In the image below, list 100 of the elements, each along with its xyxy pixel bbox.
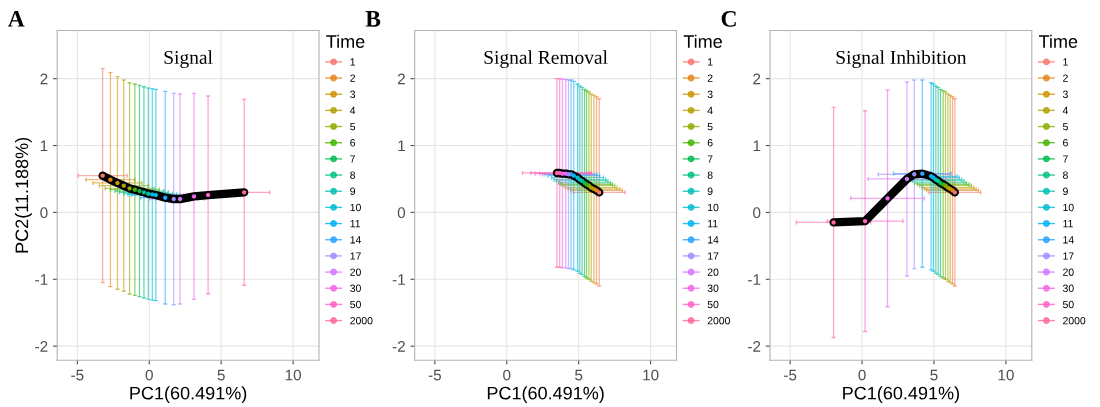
text: Signal Inhibition [836,50,967,68]
legend-label: 2 [350,74,356,82]
legend-label: 17 [1063,252,1074,260]
legend-title: Time [1038,34,1078,48]
legend-label: 20 [350,268,361,276]
x-axis-title: PC1(60.491%) [843,386,959,404]
point [885,196,890,201]
x-tick-label: -5 [71,369,84,381]
y-tick-label: 1 [753,140,761,152]
x-tick-label: 0 [858,369,866,381]
point [115,180,120,186]
legend-label: 10 [1063,203,1074,212]
y-tick-label: -2 [392,341,405,352]
x-tick-label: 10 [998,369,1014,381]
point [177,196,183,202]
x-tick-label: 10 [285,369,302,381]
y-tick-label: -1 [35,274,48,285]
legend-label: 2 [1063,74,1068,82]
legend-label: 3 [350,90,356,98]
legend-label: 5 [1062,123,1068,131]
y-tick-label: -1 [392,274,405,285]
legend-label: 50 [707,300,719,309]
y-tick-label: 2 [40,73,48,85]
legend-label: 3 [707,90,713,98]
y-tick-label: 2 [753,73,761,85]
point [153,192,159,198]
text: Signal Removal [484,50,608,68]
y-tick-label: -2 [748,341,761,352]
y-tick-label: 1 [40,140,48,152]
x-tick-label: 5 [217,369,225,381]
y-tick-label: 1 [398,140,405,152]
legend-label: 2 [707,74,713,82]
legend-label: 8 [1063,171,1068,179]
legend-label: 7 [1063,155,1068,163]
legend-label: 10 [350,203,361,212]
point [831,220,836,225]
point [205,192,211,198]
legend-label: 4 [1062,106,1069,115]
point [132,187,138,192]
legend-label: 30 [350,284,361,292]
legend-label: 14 [708,236,719,244]
legend-label: 14 [1063,236,1074,244]
point [137,188,142,194]
point [100,173,105,178]
legend-label: 30 [707,284,719,292]
y-axis-title: PC2(11.188%) [14,137,32,253]
legend-label: 8 [350,171,356,179]
x-tick-label: 5 [575,369,583,381]
legend-label: 6 [350,139,356,147]
x-tick-label: 5 [930,369,938,381]
legend-label: 11 [1063,220,1073,228]
x-tick-label: -5 [784,369,797,381]
x-axis-title: PC1(60.491%) [130,386,247,404]
text: A [7,10,25,27]
legend-label: 6 [1063,139,1068,147]
legend-label: 10 [708,203,719,212]
point [912,172,917,177]
legend-label: 20 [707,268,719,276]
legend-label: 9 [1063,187,1068,195]
point [163,195,168,200]
x-tick-label: 10 [643,369,659,381]
point [146,191,151,196]
text: C [721,10,736,27]
text: Signal [164,50,213,68]
legend-label: 2000 [350,316,373,325]
point [127,186,132,191]
legend-label: 9 [707,187,713,195]
legend-label: 11 [708,220,718,228]
text: B [365,11,381,27]
legend-label: 20 [1063,268,1074,276]
legend-label: 30 [1062,284,1074,292]
y-tick-label: 0 [40,207,48,219]
legend-label: 5 [707,123,713,131]
x-tick-label: 0 [145,369,153,381]
y-tick-label: 2 [397,73,405,85]
legend-label: 7 [350,155,356,163]
legend-label: 5 [350,123,356,131]
y-tick-label: 0 [753,207,761,219]
legend-label: 4 [707,106,713,115]
point [141,190,147,195]
legend-label: 6 [707,139,713,147]
legend-label: 1 [350,58,356,66]
y-tick-label: 0 [397,207,406,219]
legend-label: 50 [1062,300,1074,309]
y-tick-label: -1 [748,274,761,285]
x-tick-label: -5 [428,369,441,381]
legend-label: 8 [707,171,713,179]
point [121,183,126,188]
legend-label: 50 [350,300,361,309]
legend-label: 2000 [1063,316,1086,325]
legend-label: 1 [708,58,713,66]
legend-title: Time [683,34,722,48]
point [171,196,176,202]
legend-label: 7 [707,155,713,163]
x-axis-title: PC1(60.491%) [487,386,604,404]
legend-label: 17 [708,252,719,260]
x-tick-label: 0 [503,369,511,381]
legend-label: 11 [350,220,361,228]
legend-label: 9 [350,187,356,195]
y-tick-label: -2 [35,341,48,352]
